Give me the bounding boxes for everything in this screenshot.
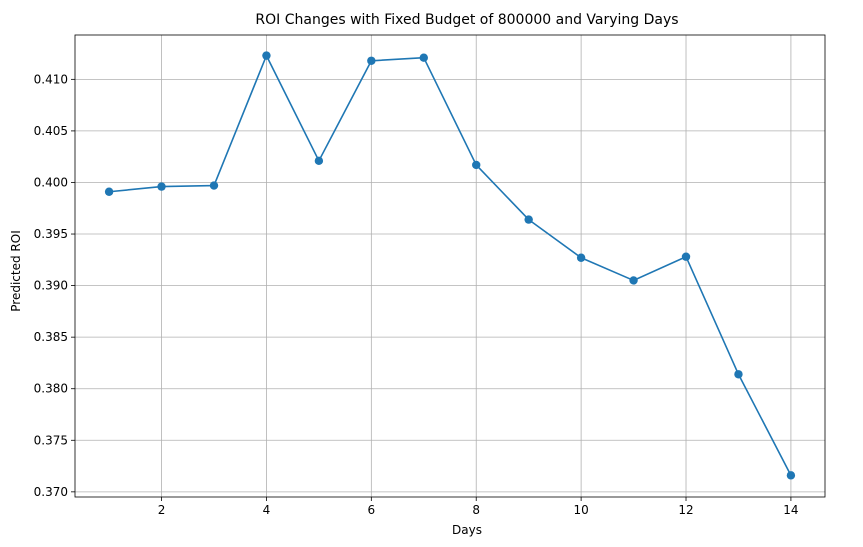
data-series — [104, 51, 796, 480]
data-point — [472, 160, 481, 170]
data-point — [576, 253, 586, 262]
x-tick-label: 10 — [573, 503, 588, 517]
x-tick-label: 2 — [158, 503, 166, 517]
y-tick-label: 0.375 — [34, 433, 68, 447]
y-tick-label: 0.410 — [34, 72, 68, 86]
x-tick-label: 12 — [678, 503, 693, 517]
x-axis-label: Days — [452, 523, 482, 537]
y-tick-label: 0.385 — [34, 330, 68, 344]
data-point — [681, 252, 691, 261]
x-tick-label: 14 — [783, 503, 798, 517]
x-tick-label: 4 — [263, 503, 271, 517]
y-tick-label: 0.370 — [34, 485, 68, 499]
data-point — [209, 181, 219, 190]
x-tick-label: 8 — [472, 503, 480, 517]
data-point — [157, 182, 166, 191]
y-axis-label: Predicted ROI — [9, 230, 23, 311]
chart-title: ROI Changes with Fixed Budget of 800000 … — [255, 12, 678, 28]
data-point — [419, 53, 428, 62]
y-tick-label: 0.395 — [34, 227, 68, 241]
grid-lines — [75, 35, 825, 497]
plot-frame — [74, 34, 826, 498]
data-point — [262, 51, 271, 60]
y-tick-label: 0.380 — [34, 382, 68, 396]
x-tick-label: 6 — [368, 503, 376, 517]
y-tick-label: 0.390 — [34, 279, 68, 293]
data-point — [314, 156, 324, 166]
data-point — [524, 215, 533, 224]
data-point — [104, 187, 114, 196]
data-point — [786, 471, 796, 480]
series-line — [109, 54, 792, 476]
data-point — [367, 56, 376, 65]
axis-ticks: 2 4 6 8 10 12 14 0.370 0.375 0.380 0.385 0.390 0.395… — [34, 72, 799, 517]
data-point — [629, 276, 638, 285]
y-tick-label: 0.405 — [34, 124, 68, 138]
y-tick-label: 0.400 — [34, 175, 68, 189]
data-point — [734, 370, 743, 379]
